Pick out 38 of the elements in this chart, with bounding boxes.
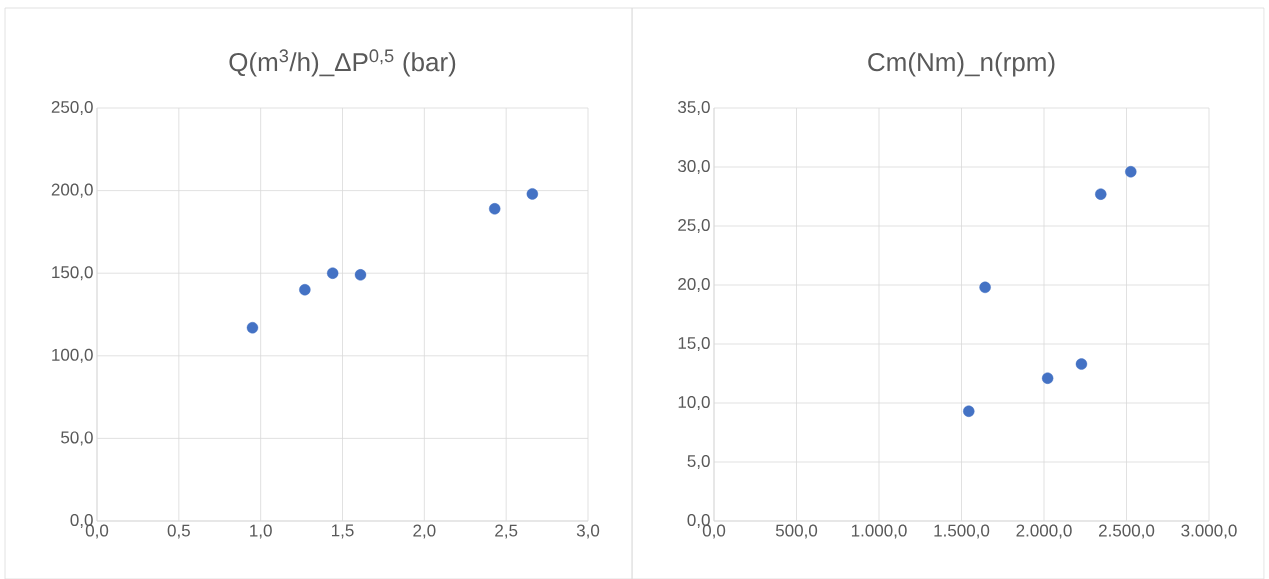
- point: [246, 322, 259, 334]
- x-tick-label: 500,0: [775, 524, 818, 539]
- y-tick-label: 10,0: [678, 395, 710, 411]
- point: [1041, 372, 1054, 384]
- point: [979, 281, 991, 294]
- y-tick-label: 25,0: [678, 218, 710, 234]
- point: [489, 203, 501, 215]
- point: [299, 284, 311, 296]
- x-tick-label: 2.500,0: [1099, 524, 1155, 539]
- y-tick-label: 100,0: [52, 348, 93, 363]
- x-tick-label: 0,5: [167, 524, 190, 539]
- x-tick-label: 2,0: [413, 524, 436, 539]
- point: [326, 267, 339, 279]
- y-tick-label: 200,0: [51, 183, 93, 198]
- point: [526, 188, 539, 200]
- chart-title: Cm(Nm)_n(rpm): [868, 52, 1055, 77]
- y-tick-label: 150,0: [52, 266, 93, 281]
- x-tick-label: 1.500,0: [934, 524, 990, 539]
- y-tick-label: 50,0: [61, 431, 93, 446]
- y-tick-label: 15,0: [678, 336, 710, 352]
- point: [1125, 166, 1137, 178]
- x-tick-label: 1,5: [331, 524, 354, 539]
- y-tick-label: 20,0: [678, 277, 710, 293]
- x-tick-label: 1.000,0: [851, 524, 907, 539]
- chart-title: Q(m$^{3}$/h)_ΔP$^{0,5}$ (bar): [229, 49, 456, 77]
- point: [1075, 358, 1088, 370]
- y-tick-label: 5,0: [687, 454, 710, 470]
- x-tick-label: 2.000,0: [1016, 524, 1072, 539]
- point: [1095, 188, 1107, 200]
- x-tick-label: 3,0: [576, 524, 600, 539]
- y-tick-label: 30,0: [678, 159, 710, 175]
- y-tick-label: 250,0: [51, 100, 93, 116]
- x-tick-label: 1,0: [250, 524, 272, 539]
- x-tick-label: 3.000,0: [1181, 524, 1237, 539]
- point: [963, 405, 975, 417]
- point: [354, 269, 367, 281]
- y-tick-label: 35,0: [678, 100, 710, 116]
- x-tick-label: 2,5: [495, 524, 518, 539]
